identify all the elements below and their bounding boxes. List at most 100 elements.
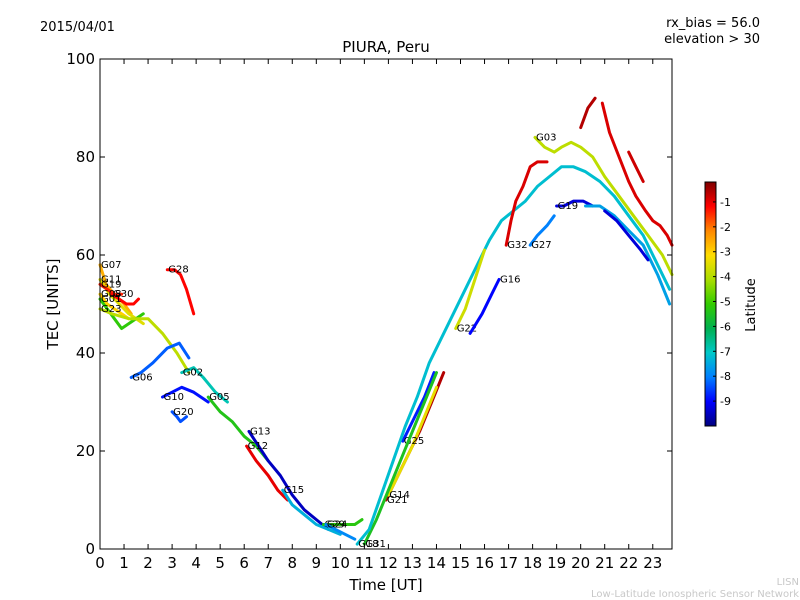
series-label-g25: G25 xyxy=(404,436,424,447)
x-tick-label: 10 xyxy=(331,554,350,572)
axes: 0 1 2 3 4 5 6 7 8 9 10 11 12 13 14 15 16 17 18 19 20 21 22 2302… xyxy=(66,50,672,572)
x-tick-label: 1 xyxy=(119,554,129,572)
x-tick-label: 22 xyxy=(619,554,638,572)
series-line-g32 xyxy=(504,160,549,247)
x-tick-label: 8 xyxy=(287,554,297,572)
series-label-g28: G28 xyxy=(168,265,188,276)
series-label-g02: G02 xyxy=(183,368,203,379)
series-line-track-33 xyxy=(627,150,645,183)
x-tick-label: 4 xyxy=(191,554,201,572)
plot-frame xyxy=(99,58,673,550)
series-line-g19 xyxy=(98,282,124,296)
series-label-g03: G03 xyxy=(536,132,556,143)
series-label-g13: G13 xyxy=(250,426,270,437)
series-line-g03 xyxy=(533,135,674,277)
x-tick-label: 3 xyxy=(167,554,177,572)
colorbar-tick-label: -4 xyxy=(720,271,731,284)
series-line-track-32 xyxy=(603,209,650,262)
series-label-g30: G30 xyxy=(113,289,133,300)
series-line-g08 xyxy=(98,292,131,321)
series-label-g11: G11 xyxy=(101,275,121,286)
x-tick-label: 17 xyxy=(499,554,518,572)
x-axis-label: Time [UT] xyxy=(348,576,422,594)
series-line-g24 xyxy=(324,523,357,541)
colorbar-tick-label: -5 xyxy=(720,296,731,309)
y-tick-label: 60 xyxy=(76,246,95,264)
series-label-g32: G32 xyxy=(507,240,527,251)
series-line-g31 xyxy=(362,371,438,546)
series-label-g21: G21 xyxy=(387,495,407,506)
y-tick-label: 0 xyxy=(85,540,95,558)
series-line-g29 xyxy=(322,518,364,526)
plot-area: G07G11G19G30G08G01G23G06G28G02G10G20G05G… xyxy=(98,96,674,550)
x-tick-label: 19 xyxy=(547,554,566,572)
series-label-g01: G01 xyxy=(101,294,121,305)
series-label-g10: G10 xyxy=(164,392,184,403)
series-label-g27: G27 xyxy=(531,240,551,251)
colorbar-tick-label: -9 xyxy=(720,395,731,408)
series-label-g19: G19 xyxy=(101,279,121,290)
series-label-g14: G14 xyxy=(389,490,409,501)
x-tick-label: 5 xyxy=(215,554,225,572)
series-label-g06: G06 xyxy=(132,373,152,384)
series-line-track-29 xyxy=(579,96,597,130)
x-tick-label: 13 xyxy=(403,554,422,572)
series-line-track-30 xyxy=(600,101,674,247)
x-tick-label: 20 xyxy=(571,554,590,572)
series-label-g08: G08 xyxy=(101,289,121,300)
series-label-g18: G18 xyxy=(358,539,378,550)
series-line-g27 xyxy=(528,214,556,247)
colorbar-tick-label: -8 xyxy=(720,370,731,383)
y-tick-label: 20 xyxy=(76,442,95,460)
series-line-g02 xyxy=(180,366,229,404)
colorbar-tick-label: -1 xyxy=(720,196,731,209)
chart-title: PIURA, Peru xyxy=(342,38,429,56)
colorbar-gradient xyxy=(704,181,717,427)
series-line-g23 xyxy=(98,307,191,375)
x-tick-label: 11 xyxy=(355,554,374,572)
series-line-track-31 xyxy=(584,204,672,306)
x-tick-label: 14 xyxy=(427,554,446,572)
x-tick-label: 15 xyxy=(451,554,470,572)
series-line-g22 xyxy=(454,248,486,330)
y-tick-label: 100 xyxy=(66,50,95,68)
series-label-g12: G12 xyxy=(248,441,268,452)
y-tick-label: 80 xyxy=(76,148,95,166)
x-tick-label: 16 xyxy=(475,554,494,572)
series-line-g06 xyxy=(129,341,191,379)
x-tick-label: 0 xyxy=(95,554,105,572)
x-tick-label: 6 xyxy=(239,554,249,572)
x-tick-label: 12 xyxy=(379,554,398,572)
colorbar-tick-label: -6 xyxy=(720,320,731,333)
series-label-g20: G20 xyxy=(173,407,193,418)
series-label-g23: G23 xyxy=(101,304,121,315)
series-line-g15 xyxy=(281,488,342,536)
x-tick-label: 18 xyxy=(523,554,542,572)
series-label-g15: G15 xyxy=(284,485,304,496)
series-label-g24: G24 xyxy=(327,520,347,531)
series-label-g05: G05 xyxy=(209,392,229,403)
colorbar-label: Latitude xyxy=(744,278,759,332)
series-line-g28 xyxy=(165,268,196,316)
colorbar-tick-label: -7 xyxy=(720,345,731,358)
series-label-g31: G31 xyxy=(365,539,385,550)
series-line-g14 xyxy=(386,385,438,497)
elevation-annotation: elevation > 30 xyxy=(664,32,760,47)
series-line-g01 xyxy=(98,297,145,330)
colorbar: -1 -2 -3 -4 -5 -6 -7 -8 -9 xyxy=(704,181,731,427)
series-line-g10 xyxy=(161,385,210,404)
chart-date: 2015/04/01 xyxy=(40,20,115,35)
series-line-g16 xyxy=(468,278,501,335)
series-label-g19: G19 xyxy=(558,201,578,212)
series-line-g19 xyxy=(555,199,595,208)
series-line-g05 xyxy=(206,395,270,463)
x-tick-label: 21 xyxy=(595,554,614,572)
rx-bias-annotation: rx_bias = 56.0 xyxy=(666,16,760,31)
series-line-g13 xyxy=(247,429,330,531)
series-line-g20 xyxy=(170,410,188,424)
x-tick-label: 2 xyxy=(143,554,153,572)
series-line-g25 xyxy=(401,371,436,443)
series-label-g29: G29 xyxy=(325,520,345,531)
credit-network: Low-Latitude Ionospheric Sensor Network xyxy=(591,589,799,600)
